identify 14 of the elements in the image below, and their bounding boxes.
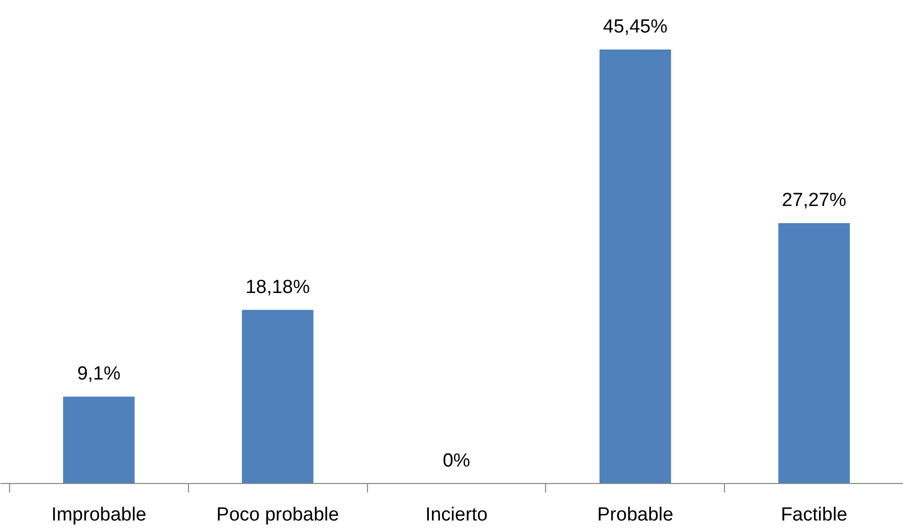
x-tick-label: Poco probable [216,504,339,526]
data-label: 0% [442,450,470,472]
data-label: 45,45% [603,16,668,38]
x-tick-label: Probable [597,504,674,526]
bar [63,396,135,484]
x-tick-label: Incierto [425,504,488,526]
x-tick-label: Improbable [51,504,146,526]
bar [600,50,672,484]
data-label: 27,27% [782,190,846,212]
data-label: 18,18% [245,276,310,298]
data-label: 9,1% [77,364,121,385]
x-tick-label: Factible [780,504,848,526]
bar [778,223,850,484]
bar [242,310,314,484]
